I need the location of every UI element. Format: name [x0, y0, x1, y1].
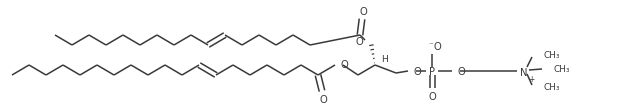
- Text: P: P: [429, 66, 435, 76]
- Text: +: +: [528, 74, 534, 83]
- Text: ⁻: ⁻: [429, 41, 433, 50]
- Text: CH₃: CH₃: [544, 51, 561, 60]
- Text: CH₃: CH₃: [554, 65, 570, 74]
- Text: O: O: [359, 7, 367, 17]
- Text: O: O: [340, 59, 348, 69]
- Text: O: O: [433, 42, 441, 52]
- Text: CH₃: CH₃: [544, 83, 561, 92]
- Text: N: N: [520, 67, 528, 77]
- Text: O: O: [457, 66, 465, 76]
- Text: O: O: [319, 94, 327, 104]
- Text: O: O: [355, 37, 363, 47]
- Text: H: H: [381, 55, 388, 64]
- Text: O: O: [428, 91, 436, 101]
- Text: O: O: [413, 66, 420, 76]
